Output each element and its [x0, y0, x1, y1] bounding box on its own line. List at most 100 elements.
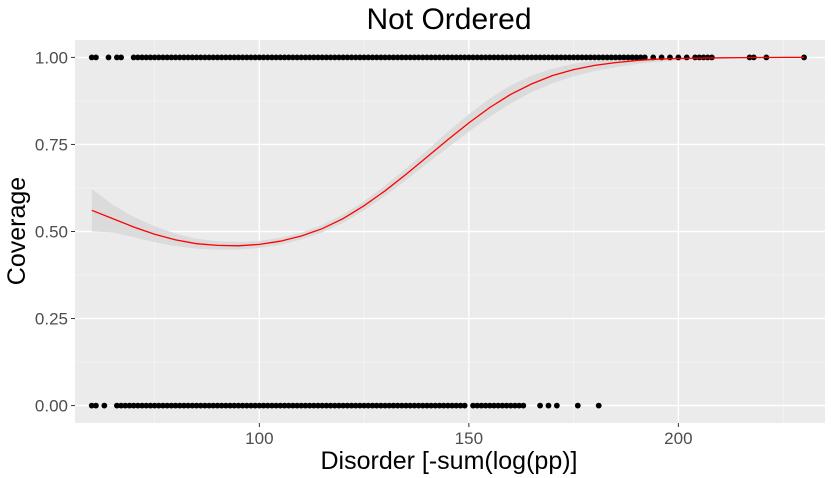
data-point: [210, 402, 217, 409]
data-point: [310, 402, 317, 409]
data-point: [168, 402, 175, 409]
data-point: [289, 54, 296, 61]
y-tick-label: 1.00: [35, 48, 68, 67]
data-point: [130, 54, 137, 61]
data-point: [491, 54, 497, 61]
y-tick-label: 0.50: [35, 223, 68, 242]
data-point: [520, 402, 527, 409]
data-point: [227, 402, 233, 409]
data-point: [151, 402, 158, 409]
y-tick-label: 0.25: [35, 310, 68, 329]
data-point: [122, 402, 129, 409]
data-point: [612, 54, 619, 61]
data-point: [377, 54, 384, 61]
data-point: [512, 402, 518, 409]
data-point: [637, 54, 644, 61]
data-point: [692, 54, 699, 61]
data-point: [403, 54, 409, 61]
data-point: [155, 54, 162, 61]
data-point: [331, 402, 338, 409]
data-point: [641, 54, 648, 61]
data-point: [620, 54, 627, 61]
data-point: [461, 402, 468, 409]
data-point: [147, 54, 154, 61]
fit-layer: [91, 56, 805, 247]
data-point: [428, 402, 435, 409]
data-point: [264, 54, 271, 61]
data-point: [269, 402, 275, 409]
data-point: [340, 402, 347, 409]
data-point: [365, 402, 372, 409]
data-point: [415, 54, 422, 61]
data-point: [436, 54, 443, 61]
data-point: [281, 54, 288, 61]
data-point: [600, 54, 606, 61]
data-point: [306, 54, 313, 61]
data-point: [243, 402, 250, 409]
x-axis-ticks: 100 150 200: [245, 423, 693, 448]
data-point: [394, 402, 401, 409]
data-point: [419, 402, 426, 409]
data-point: [193, 54, 200, 61]
data-point: [507, 402, 514, 409]
data-point: [440, 402, 447, 409]
data-point: [201, 402, 208, 409]
data-point: [172, 54, 179, 61]
data-point: [139, 54, 145, 61]
data-point: [478, 54, 485, 61]
data-point: [172, 402, 179, 409]
data-point: [197, 54, 204, 61]
data-point: [625, 54, 631, 61]
data-point: [516, 54, 523, 61]
y-tick-label: 0.00: [35, 397, 68, 416]
data-point: [298, 402, 305, 409]
data-point: [486, 402, 493, 409]
data-point: [176, 402, 183, 409]
data-point: [486, 54, 493, 61]
data-point: [403, 402, 409, 409]
data-point: [218, 402, 225, 409]
data-point: [118, 54, 124, 61]
data-point: [222, 402, 229, 409]
data-point: [344, 402, 351, 409]
data-point: [696, 54, 703, 61]
data-point: [88, 54, 95, 61]
data-point: [315, 402, 321, 409]
data-point: [432, 54, 439, 61]
data-point: [436, 402, 443, 409]
data-point: [373, 54, 380, 61]
data-point: [516, 402, 523, 409]
y-tick-label: 0.75: [35, 135, 68, 154]
data-point: [570, 54, 577, 61]
data-point: [457, 402, 464, 409]
fit-line: [91, 56, 805, 247]
data-point: [390, 402, 397, 409]
data-point: [155, 402, 162, 409]
data-point: [134, 54, 141, 61]
data-point: [545, 402, 552, 409]
data-point: [591, 54, 598, 61]
data-point: [629, 54, 636, 61]
data-point: [382, 54, 388, 61]
data-point: [474, 54, 481, 61]
y-axis-title: Coverage: [3, 177, 31, 285]
data-point: [323, 54, 330, 61]
data-point: [151, 54, 158, 61]
data-point: [411, 402, 418, 409]
data-point: [206, 54, 212, 61]
data-point: [118, 402, 124, 409]
data-point: [579, 54, 585, 61]
data-point: [365, 54, 372, 61]
data-point: [327, 402, 334, 409]
data-point: [164, 54, 171, 61]
data-point: [390, 54, 397, 61]
data-point: [386, 402, 393, 409]
data-point: [168, 54, 175, 61]
data-point: [608, 54, 615, 61]
data-point: [499, 54, 506, 61]
data-point: [88, 402, 95, 409]
data-point: [411, 54, 418, 61]
data-point: [218, 54, 225, 61]
chart-title: Not Ordered: [366, 3, 531, 36]
